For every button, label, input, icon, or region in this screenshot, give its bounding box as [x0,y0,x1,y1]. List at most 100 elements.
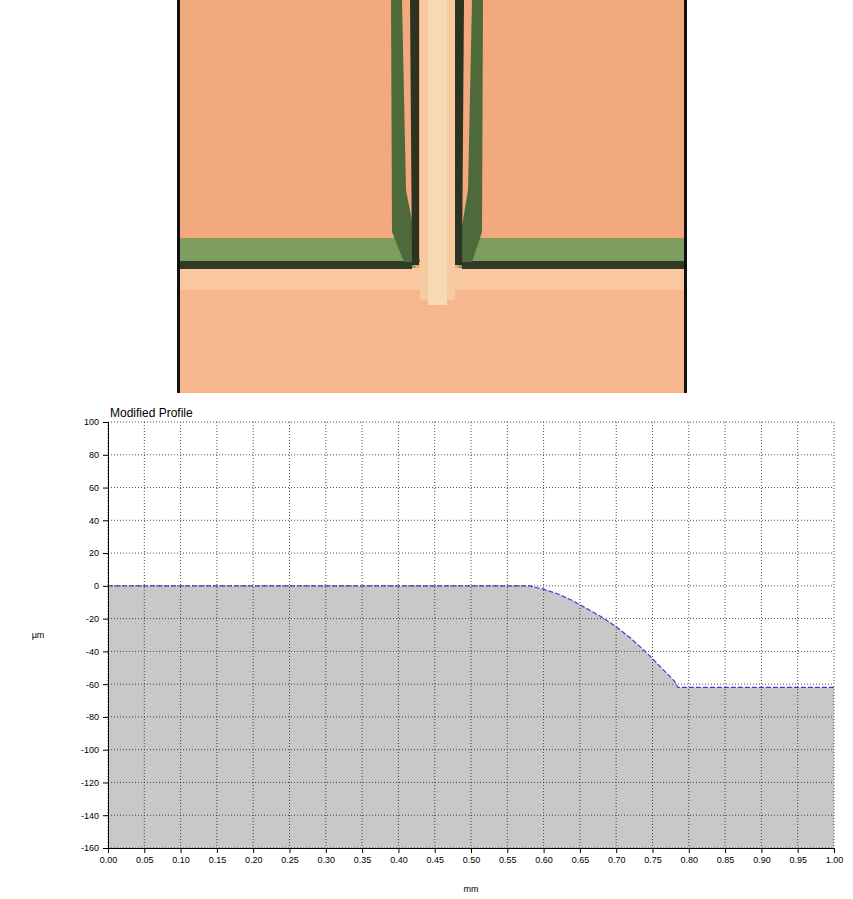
tick-label: -160 [81,843,99,853]
tick-mark [725,848,726,853]
tick-mark [798,848,799,853]
grid-line-x [144,422,145,848]
grid-line-y [108,815,834,816]
channel-core [428,0,447,305]
tick-mark [103,684,108,685]
tick: 0.85 [717,848,735,865]
grid-line-x [652,422,653,848]
tick-label: 0.60 [535,855,553,865]
tick-mark [580,848,581,853]
micrograph [177,0,687,393]
tick-label: 0.75 [644,855,662,865]
chart: 0.000.050.100.150.200.250.300.350.400.45… [32,406,844,894]
tick-mark [507,848,508,853]
tick: 0.40 [390,848,408,865]
tick: -100 [81,745,108,755]
grid-line-x [398,422,399,848]
tick-label: 60 [89,483,99,493]
grid-line-y [108,749,834,750]
y-axis-title: µm [32,630,45,640]
band-right [458,238,684,268]
tick-mark [103,553,108,554]
tick: -80 [86,712,108,722]
grid-line-y [108,553,834,554]
tick-mark [103,750,108,751]
tick: 0.10 [172,848,190,865]
tick: -60 [86,680,108,690]
tick-mark [326,848,327,853]
tick-mark [103,619,108,620]
tick-label: -100 [81,745,99,755]
y-axis: -160-140-120-100-80-60-40-20020406080100 [81,417,109,853]
tick-mark [544,848,545,853]
grid-line-x [362,422,363,848]
grid-line-x [434,422,435,848]
tick-mark [103,815,108,816]
tick: -140 [81,811,108,821]
photo-background [178,0,686,393]
tick-mark [761,848,762,853]
tick-label: 0.40 [390,855,408,865]
grid-line-y [108,487,834,488]
x-axis-title: mm [464,884,479,894]
tick: 0.20 [245,848,263,865]
tick-label: 0.80 [681,855,699,865]
tick-label: 0.90 [753,855,771,865]
tick-label: 0.65 [572,855,590,865]
tick-mark [435,848,436,853]
tick-mark [290,848,291,853]
tick-label: -60 [86,680,99,690]
tick-label: 0.50 [463,855,481,865]
tick: 0.70 [608,848,626,865]
photo-border-right [684,0,687,393]
tick: 0.50 [463,848,481,865]
grid-line-x [725,422,726,848]
tick: 0.25 [281,848,299,865]
grid-line-x [471,422,472,848]
grid-line-x [216,422,217,848]
chart-title: Modified Profile [110,406,193,420]
tick-label: 0.05 [136,855,154,865]
tick-label: -40 [86,647,99,657]
tick: 60 [89,483,108,493]
tick-label: -20 [86,614,99,624]
tick: 0.75 [644,848,662,865]
tick-mark [103,422,108,423]
tick-mark [253,848,254,853]
grid-line-x [180,422,181,848]
tick-mark [362,848,363,853]
tick-mark [653,848,654,853]
tick-label: 0.95 [789,855,807,865]
tick: 0.30 [318,848,336,865]
tick: 0.60 [535,848,553,865]
grid-line-x [834,422,835,848]
tick-mark [689,848,690,853]
tick-label: 100 [84,417,99,427]
tick: 0.45 [426,848,444,865]
tick-mark [834,848,835,853]
tick-label: 0.00 [100,855,118,865]
grid-line-x [507,422,508,848]
grid-line-x [616,422,617,848]
grid-line-x [579,422,580,848]
tick: 0.00 [100,848,118,865]
grid-line-y [108,716,834,717]
tick-mark [181,848,182,853]
tick-label: 0.70 [608,855,626,865]
grid-line-x [761,422,762,848]
plot-background [108,422,834,848]
tick-mark [398,848,399,853]
profile-line [108,586,834,688]
band-edge-left [180,261,412,269]
tick: 0 [94,581,108,591]
tick-label: 0.25 [281,855,299,865]
photo-border-left [177,0,180,393]
tick-mark [103,586,108,587]
grid-line-x [253,422,254,848]
tick-mark [103,651,108,652]
tick: 1.00 [826,848,844,865]
grid [108,422,834,848]
tick-label: 40 [89,516,99,526]
grid-line-x [543,422,544,848]
tick-label: 0.30 [318,855,336,865]
